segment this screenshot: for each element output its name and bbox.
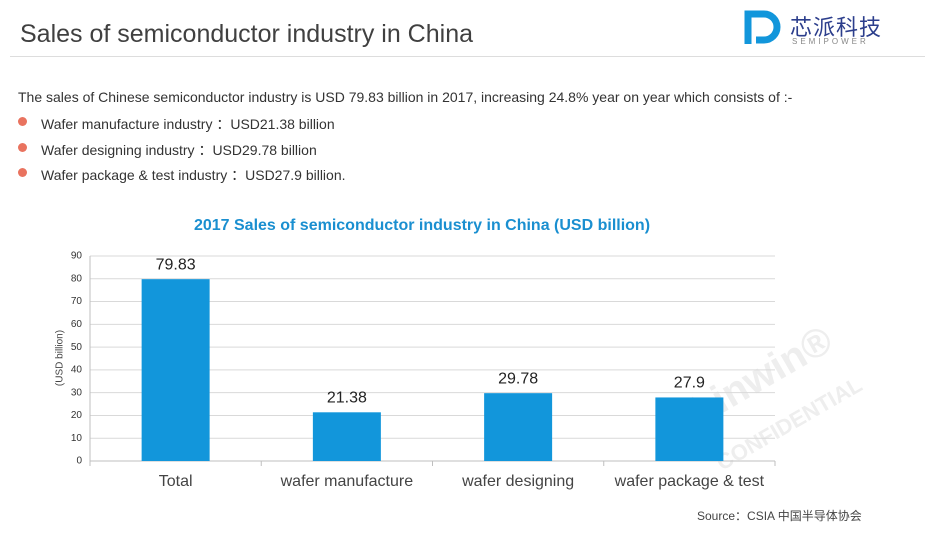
bar xyxy=(484,393,553,461)
bar xyxy=(655,397,724,461)
y-tick-label: 60 xyxy=(71,319,83,330)
y-tick-label: 50 xyxy=(71,342,83,353)
y-axis-label: (USD billion) xyxy=(55,330,66,386)
slide-title: Sales of semiconductor industry in China xyxy=(20,20,474,48)
y-tick-label: 70 xyxy=(71,296,83,307)
title-rule xyxy=(10,56,925,57)
chart-title: 2017 Sales of semiconductor industry in … xyxy=(194,217,650,234)
value-label: 21.38 xyxy=(327,390,367,407)
y-tick-label: 20 xyxy=(71,410,83,421)
logo-mark xyxy=(744,10,781,44)
bar xyxy=(141,279,210,461)
y-tick-label: 40 xyxy=(71,365,83,376)
value-label: 29.78 xyxy=(498,370,538,387)
bullet: Wafer package & test industry ：USD27.9 b… xyxy=(18,165,346,191)
y-tick-label: 80 xyxy=(71,273,83,284)
y-tick-label: 0 xyxy=(76,456,82,467)
value-label: 27.9 xyxy=(674,375,705,392)
logo-text: 芯派科技 xyxy=(790,15,883,40)
logo-subtext: SEMIPOWER xyxy=(792,37,869,46)
y-tick-label: 30 xyxy=(71,387,83,398)
x-tick-label: wafer manufacture xyxy=(280,473,414,490)
value-label: 79.83 xyxy=(156,256,196,273)
intro-text: The sales of Chinese semiconductor indus… xyxy=(18,89,793,105)
bar xyxy=(312,412,381,461)
y-tick-label: 90 xyxy=(71,251,83,262)
x-tick-label: wafer package & test xyxy=(614,473,765,490)
y-tick-label: 10 xyxy=(71,433,83,444)
x-tick-label: Total xyxy=(159,473,193,490)
bullet-list: Wafer manufacture industry ：USD21.38 bil… xyxy=(18,114,346,191)
source-note: Source：CSIA 中国半导体协会 xyxy=(697,509,862,523)
bullet: Wafer designing industry ：USD29.78 billi… xyxy=(18,140,346,166)
bullet: Wafer manufacture industry ：USD21.38 bil… xyxy=(18,114,346,140)
x-tick-label: wafer designing xyxy=(461,473,574,490)
